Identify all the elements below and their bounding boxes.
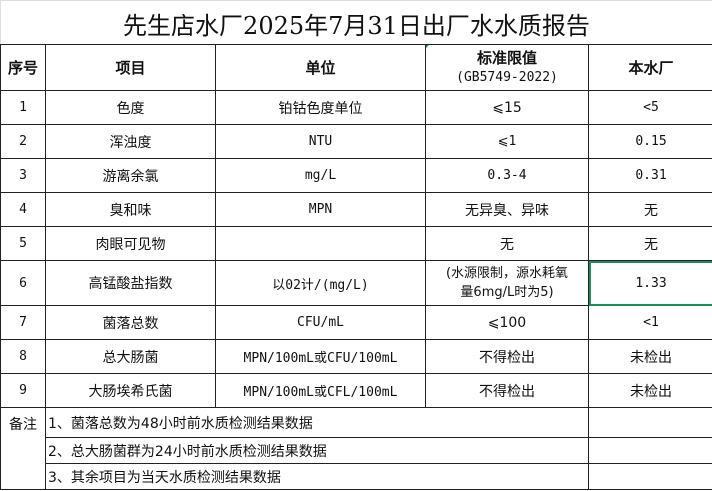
cell-standard-line: 量6mg/L时为5) (460, 285, 554, 300)
cell-standard[interactable]: 不得检出 (425, 373, 589, 408)
cell-no[interactable]: 5 (0, 226, 46, 261)
cell-standard[interactable]: 无异臭、异味 (425, 192, 589, 227)
header-standard-line1: 标准限值 (476, 48, 537, 67)
note-row: 2、总大肠菌群为24小时前水质检测结果数据 (1, 437, 712, 464)
cell-unit[interactable]: MPN/100mL或CFU/100mL (215, 339, 426, 374)
cell-unit[interactable]: MPN (215, 192, 426, 227)
cell-plant[interactable]: 未检出 (588, 373, 712, 408)
cell-unit[interactable]: 以02计/(mg/L) (215, 260, 426, 306)
cell-plant[interactable]: 0.15 (588, 124, 712, 159)
cell-item[interactable]: 总大肠菌 (45, 339, 216, 374)
cell-standard[interactable]: ⩽100 (425, 305, 589, 340)
cell-item[interactable]: 肉眼可见物 (45, 226, 216, 261)
cell-unit[interactable]: mg/L (215, 158, 426, 193)
cell-no[interactable]: 7 (0, 305, 46, 340)
cell-standard-line: (水源限制，源水耗氧 (445, 266, 569, 281)
header-unit[interactable]: 单位 (215, 44, 426, 91)
cell-no[interactable]: 1 (0, 90, 46, 125)
report-title: 先生店水厂2025年7月31日出厂水水质报告 (0, 0, 712, 44)
cell-no[interactable]: 8 (0, 339, 46, 374)
note-empty-cell[interactable] (588, 407, 712, 438)
note-item[interactable]: 2、总大肠菌群为24小时前水质检测结果数据 (45, 437, 589, 464)
note-empty-cell[interactable] (588, 437, 712, 464)
header-no[interactable]: 序号 (0, 44, 46, 91)
cell-unit[interactable]: NTU (215, 124, 426, 159)
cell-standard[interactable]: 0.3-4 (425, 158, 589, 193)
cell-item[interactable]: 色度 (45, 90, 216, 125)
cell-unit[interactable] (215, 226, 426, 261)
cell-item[interactable]: 高锰酸盐指数 (45, 260, 216, 306)
cell-standard[interactable]: (水源限制，源水耗氧 量6mg/L时为5) (425, 260, 589, 306)
header-item[interactable]: 项目 (45, 44, 216, 91)
cell-plant[interactable]: <5 (588, 90, 712, 125)
table-row: 8 总大肠菌 MPN/100mL或CFU/100mL 不得检出 未检出 (0, 339, 712, 374)
note-row: 备注 1、菌落总数为48小时前水质检测结果数据 (0, 407, 712, 490)
cell-no[interactable]: 2 (0, 124, 46, 159)
cell-standard[interactable]: 不得检出 (425, 339, 589, 374)
cell-plant[interactable]: 未检出 (588, 339, 712, 374)
table-row: 3 游离余氯 mg/L 0.3-4 0.31 (0, 158, 712, 193)
table-row: 7 菌落总数 CFU/mL ⩽100 <1 (0, 305, 712, 340)
note-row: 3、其余项目为当天水质检测结果数据 (1, 463, 712, 490)
table-row: 1 色度 铂钴色度单位 ⩽15 <5 (0, 90, 712, 125)
cell-unit[interactable]: 铂钴色度单位 (215, 90, 426, 125)
cell-standard[interactable]: ⩽1 (425, 124, 589, 159)
table-row: 9 大肠埃希氏菌 MPN/100mL或CFL/100mL 不得检出 未检出 (0, 373, 712, 408)
cell-plant[interactable]: 0.31 (588, 158, 712, 193)
cell-item[interactable]: 大肠埃希氏菌 (45, 373, 216, 408)
cell-standard[interactable]: ⩽15 (425, 90, 589, 125)
cell-no[interactable]: 6 (0, 260, 46, 306)
cell-no[interactable]: 9 (0, 373, 46, 408)
note-item[interactable]: 1、菌落总数为48小时前水质检测结果数据 (45, 407, 589, 438)
cell-plant[interactable]: 无 (588, 226, 712, 261)
cell-no[interactable]: 3 (0, 158, 46, 193)
cell-unit[interactable]: CFU/mL (215, 305, 426, 340)
cell-plant[interactable]: <1 (588, 305, 712, 340)
table-row: 5 肉眼可见物 无无 (0, 226, 712, 261)
note-item[interactable]: 3、其余项目为当天水质检测结果数据 (45, 463, 589, 490)
header-standard[interactable]: 标准限值 (GB5749-2022) (425, 44, 589, 91)
header-standard-line2: (GB5749-2022) (456, 69, 558, 85)
header-plant[interactable]: 本水厂 (588, 44, 712, 91)
water-quality-table: 序号 项目 单位 标准限值 (GB5749-2022) 本水厂 1 色度 铂钴色度单位… (0, 44, 712, 490)
notes-label[interactable]: 备注 (0, 407, 46, 490)
cell-unit[interactable]: MPN/100mL或CFL/100mL (215, 373, 426, 408)
cell-no[interactable]: 4 (0, 192, 46, 227)
header-row: 序号 项目 单位 标准限值 (GB5749-2022) 本水厂 (0, 44, 712, 91)
table-row: 4 臭和味 MPN 无异臭、异味无 (0, 192, 712, 227)
cell-standard[interactable]: 无 (425, 226, 589, 261)
cell-item[interactable]: 菌落总数 (45, 305, 216, 340)
cell-item[interactable]: 臭和味 (45, 192, 216, 227)
note-empty-cell[interactable] (588, 463, 712, 490)
table-row: 6 高锰酸盐指数 以02计/(mg/L) (水源限制，源水耗氧 量6mg/L时为5) 1.… (0, 260, 712, 306)
cell-item[interactable]: 游离余氯 (45, 158, 216, 193)
table-row: 2 浑浊度 NTU ⩽1 0.15 (0, 124, 712, 159)
cell-item[interactable]: 浑浊度 (45, 124, 216, 159)
cell-plant[interactable]: 无 (588, 192, 712, 227)
cell-plant[interactable]: 1.33 (588, 260, 712, 306)
